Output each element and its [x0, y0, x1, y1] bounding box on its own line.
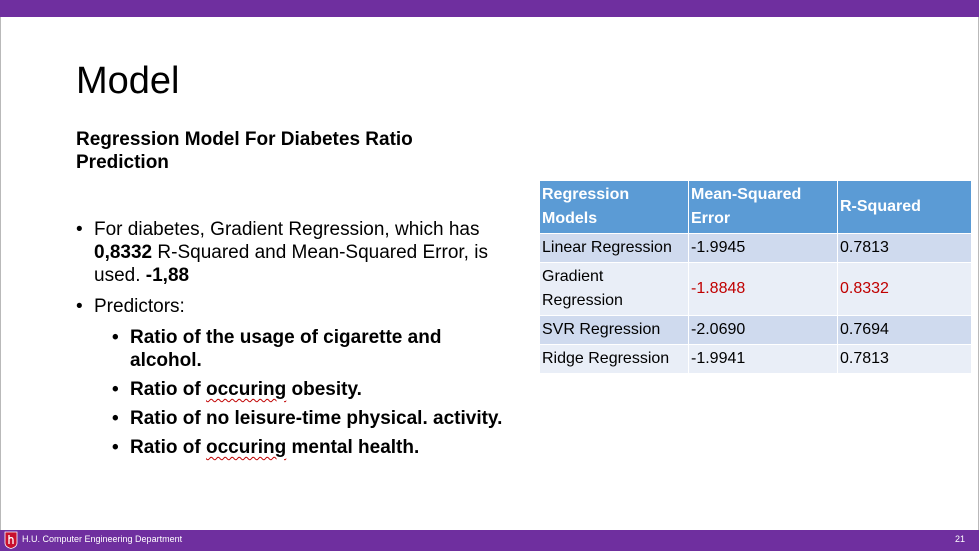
table-row: Ridge Regression -1.9941 0.7813	[539, 344, 972, 374]
predictor-item: • Ratio of no leisure-time physical. act…	[112, 408, 503, 429]
table-row: Linear Regression -1.9945 0.7813	[539, 233, 972, 263]
header-models: Regression Models	[539, 180, 689, 234]
cell-mse: -1.9945	[688, 233, 838, 263]
table-row: Gradient Regression -1.8848 0.8332	[539, 262, 972, 316]
bullet-dot-icon: •	[112, 437, 119, 458]
bullet-list: • For diabetes, Gradient Regression, whi…	[76, 218, 516, 465]
page-number: 21	[954, 534, 965, 544]
bullet-dot-icon: •	[112, 327, 119, 348]
header-r-squared: R-Squared	[837, 180, 972, 234]
cell-mse: -1.8848	[688, 262, 838, 316]
footer-bar: H.U. Computer Engineering Department 21	[0, 530, 979, 551]
cell-r-squared: 0.7813	[837, 344, 972, 374]
table-header-row: Regression Models Mean-Squared Error R-S…	[539, 180, 972, 234]
university-logo-icon	[4, 531, 18, 549]
cell-r-squared: 0.7813	[837, 233, 972, 263]
slide-subtitle: Regression Model For Diabetes Ratio Pred…	[76, 129, 413, 173]
cell-r-squared: 0.7694	[837, 315, 972, 345]
bullet-model-summary: • For diabetes, Gradient Regression, whi…	[76, 219, 488, 286]
cell-mse: -2.0690	[688, 315, 838, 345]
cell-model: Linear Regression	[539, 233, 689, 263]
cell-model: SVR Regression	[539, 315, 689, 345]
footer-department: H.U. Computer Engineering Department	[22, 534, 183, 544]
predictor-item: • Ratio of occuring mental health.	[112, 437, 420, 458]
cell-model: Gradient Regression	[539, 262, 689, 316]
predictor-item: • Ratio of occuring obesity.	[112, 379, 362, 400]
bullet-dot-icon: •	[76, 296, 83, 317]
bullet-predictors: • Predictors:	[76, 296, 185, 317]
cell-model: Ridge Regression	[539, 344, 689, 374]
header-mse: Mean-Squared Error	[688, 180, 838, 234]
table-row: SVR Regression -2.0690 0.7694	[539, 315, 972, 345]
results-table: Regression Models Mean-Squared Error R-S…	[539, 180, 972, 374]
cell-mse: -1.9941	[688, 344, 838, 374]
bullet-dot-icon: •	[76, 219, 83, 240]
slide-title: Model	[76, 60, 180, 102]
top-accent-bar	[0, 0, 979, 17]
predictor-item: • Ratio of the usage of cigarette and al…	[112, 327, 442, 371]
bullet-dot-icon: •	[112, 408, 119, 429]
bullet-dot-icon: •	[112, 379, 119, 400]
cell-r-squared: 0.8332	[837, 262, 972, 316]
